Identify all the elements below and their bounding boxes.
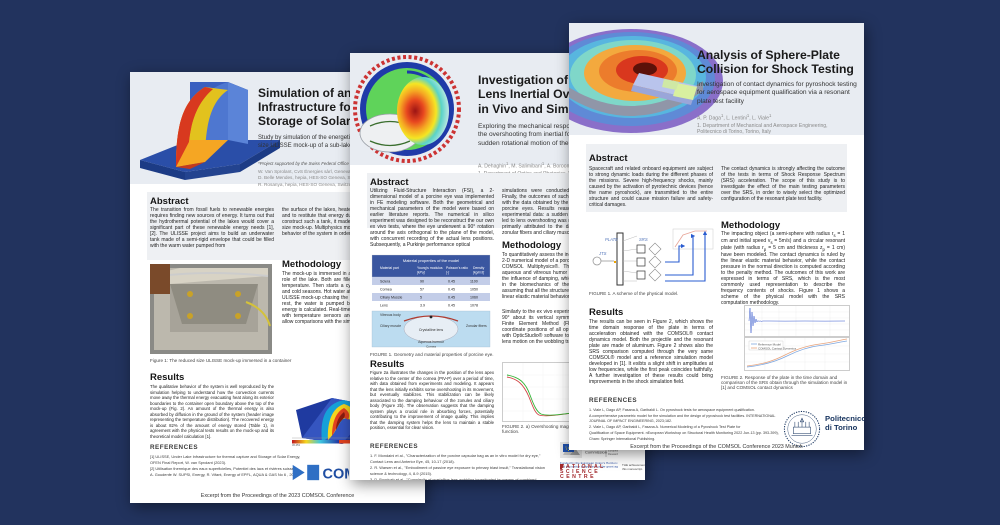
svg-text:Poisson's ratio: Poisson's ratio (446, 266, 468, 270)
svg-text:90: 90 (420, 280, 424, 284)
svg-text:Ciliary muscle: Ciliary muscle (380, 324, 401, 328)
svg-text:Ciliary Muscle: Ciliary Muscle (380, 296, 402, 300)
svg-text:0.45: 0.45 (448, 288, 455, 292)
svg-text:Young's modulus: Young's modulus (417, 266, 443, 270)
svg-text:Density: Density (473, 266, 485, 270)
svg-text:Crystalline lens: Crystalline lens (419, 328, 444, 332)
svg-text:Cornea: Cornea (380, 288, 392, 292)
svg-text:[-]: [-] (445, 271, 449, 275)
svg-text:57: 57 (420, 288, 424, 292)
svg-text:0.45: 0.45 (448, 280, 455, 284)
svg-text:1100: 1100 (470, 280, 478, 284)
svg-text:3.9: 3.9 (420, 304, 425, 308)
svg-text:PLATE: PLATE (605, 237, 618, 242)
svg-text:[kPa]: [kPa] (416, 271, 425, 275)
svg-text:Material properties of the mod: Material properties of the model (403, 258, 459, 263)
svg-text:36.453: 36.453 (292, 443, 300, 446)
svg-text:1078: 1078 (470, 304, 478, 308)
svg-text:5: 5 (420, 296, 422, 300)
svg-text:Material part: Material part (380, 266, 399, 270)
svg-text:Commission: Commission (585, 450, 607, 455)
svg-text:COMSOL Contact Dynamics: COMSOL Contact Dynamics (758, 347, 797, 351)
svg-text:1050: 1050 (470, 288, 478, 292)
svg-text:Lens: Lens (380, 304, 388, 308)
svg-text:[kg/m3]: [kg/m3] (472, 271, 484, 275)
svg-text:Cornea: Cornea (426, 345, 436, 349)
svg-text:Zonular fibers: Zonular fibers (466, 324, 487, 328)
svg-text:SRS: SRS (639, 237, 648, 242)
svg-text:1060: 1060 (470, 296, 478, 300)
svg-text:Vitreous body: Vitreous body (380, 313, 401, 317)
svg-text:C E N T R E: C E N T R E (560, 474, 594, 480)
svg-text:Sclera: Sclera (380, 280, 390, 284)
svg-text:0.45: 0.45 (448, 296, 455, 300)
svg-text:Research & Innovation: Research & Innovation (608, 452, 618, 456)
svg-text:Aqueous humour: Aqueous humour (418, 340, 445, 344)
svg-text:JTS: JTS (598, 251, 607, 256)
svg-text:0.45: 0.45 (448, 304, 455, 308)
svg-text:COMSOL: COMSOL (323, 466, 349, 482)
